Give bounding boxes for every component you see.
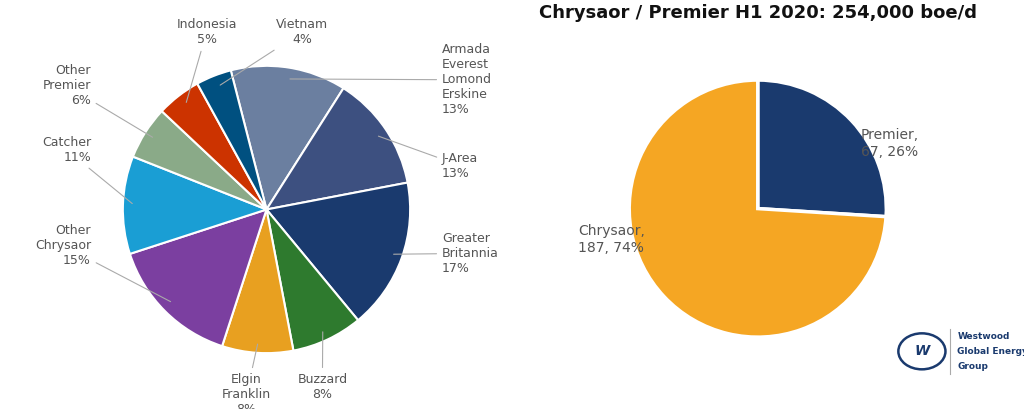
Wedge shape: [758, 80, 887, 217]
Wedge shape: [198, 70, 266, 209]
Text: Armada
Everest
Lomond
Erskine
13%: Armada Everest Lomond Erskine 13%: [290, 43, 493, 116]
Text: J-Area
13%: J-Area 13%: [379, 136, 478, 180]
Text: Indonesia
5%: Indonesia 5%: [176, 18, 237, 102]
Wedge shape: [222, 209, 294, 353]
Wedge shape: [130, 209, 266, 346]
Text: Greater
Britannia
17%: Greater Britannia 17%: [393, 232, 499, 275]
Text: Westwood: Westwood: [957, 332, 1010, 341]
Text: Buzzard
8%: Buzzard 8%: [297, 332, 347, 401]
Text: Catcher
11%: Catcher 11%: [42, 136, 132, 204]
Wedge shape: [266, 182, 411, 320]
Wedge shape: [629, 80, 886, 337]
Text: Chrysaor,
187, 74%: Chrysaor, 187, 74%: [578, 225, 645, 254]
Title: Chrysaor / Premier H1 2020: 254,000 boe/d: Chrysaor / Premier H1 2020: 254,000 boe/…: [539, 4, 977, 22]
Wedge shape: [266, 88, 408, 209]
Text: Vietnam
4%: Vietnam 4%: [220, 18, 329, 85]
Wedge shape: [123, 157, 266, 254]
Text: Elgin
Franklin
8%: Elgin Franklin 8%: [222, 344, 271, 409]
Text: Other
Premier
6%: Other Premier 6%: [43, 64, 153, 137]
Text: Premier,
67, 26%: Premier, 67, 26%: [860, 128, 919, 159]
Wedge shape: [266, 209, 358, 351]
Wedge shape: [133, 111, 266, 209]
Text: W: W: [914, 344, 930, 358]
Wedge shape: [162, 83, 266, 209]
Text: Other
Chrysaor
15%: Other Chrysaor 15%: [35, 224, 171, 302]
Text: Global Energy: Global Energy: [957, 347, 1024, 356]
Wedge shape: [230, 66, 343, 209]
Text: Group: Group: [957, 362, 988, 371]
